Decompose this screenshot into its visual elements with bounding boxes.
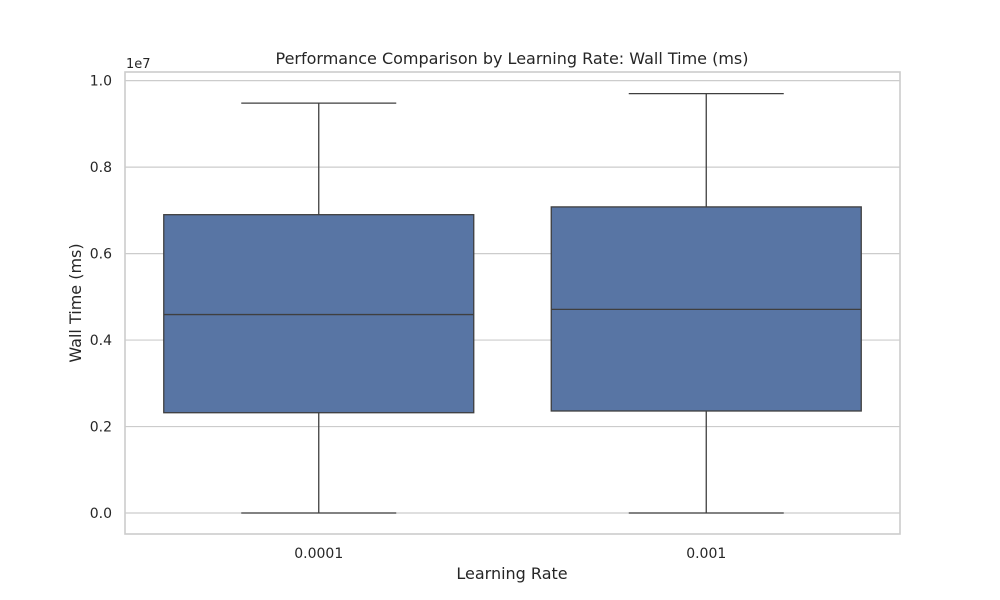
y-tick-label: 0.8 — [90, 160, 112, 176]
y-tick-label: 1.0 — [90, 74, 112, 90]
x-tick-label: 0.0001 — [294, 546, 343, 562]
y-tick-label: 0.4 — [90, 333, 112, 349]
y-tick-label: 0.0 — [90, 506, 112, 522]
y-tick-label: 0.6 — [90, 247, 112, 263]
x-tick-labels: 0.0001 0.001 — [294, 546, 726, 562]
y-axis-offset-label: 1e7 — [126, 57, 151, 72]
box-0 — [163, 102, 475, 514]
iqr-box — [163, 214, 475, 414]
chart-title: Performance Comparison by Learning Rate:… — [275, 49, 748, 68]
boxes-group — [163, 92, 862, 514]
y-tick-labels: 0.0 0.2 0.4 0.6 0.8 1.0 — [90, 74, 112, 522]
y-axis-label: Wall Time (ms) — [66, 243, 85, 362]
x-tick-label: 0.001 — [686, 546, 726, 562]
plot-frame — [124, 71, 901, 535]
box-1 — [550, 92, 862, 514]
y-tick-label: 0.2 — [90, 420, 112, 436]
x-axis-label: Learning Rate — [456, 564, 567, 583]
